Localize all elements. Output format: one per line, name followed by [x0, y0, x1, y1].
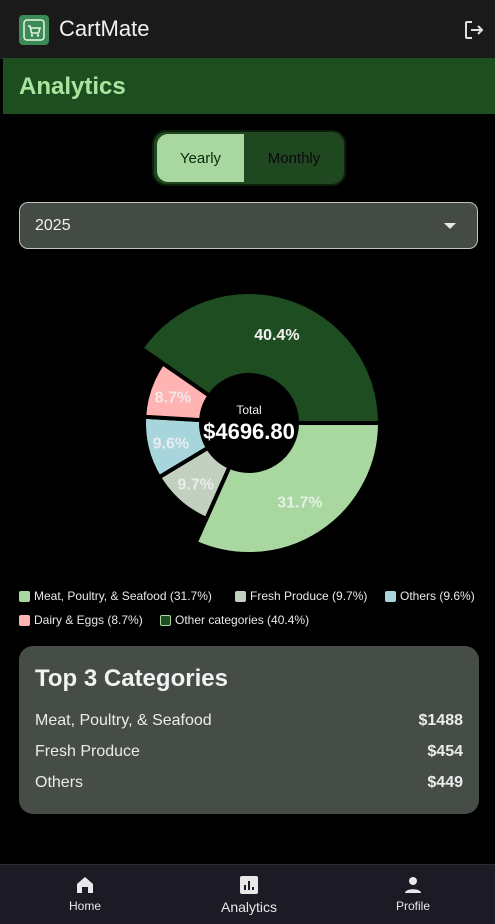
category-row: Others $449 — [35, 774, 463, 798]
legend-swatch — [385, 590, 396, 602]
logout-icon[interactable] — [462, 18, 488, 44]
legend-swatch — [19, 590, 30, 602]
legend-swatch — [235, 590, 246, 602]
legend-label: Others (9.6%) — [400, 589, 475, 603]
legend-item-dairy[interactable]: Dairy & Eggs (8.7%) — [19, 613, 143, 627]
top-categories-title: Top 3 Categories — [35, 665, 228, 692]
nav-analytics-label: Analytics — [220, 899, 278, 915]
app-bar: CartMate — [0, 0, 495, 59]
page-title: Analytics — [19, 73, 126, 100]
category-row: Fresh Produce $454 — [35, 743, 463, 767]
legend-label: Other categories (40.4%) — [175, 613, 310, 627]
legend-row: Dairy & Eggs (8.7%) Other categories (40… — [19, 613, 489, 637]
nav-home[interactable]: Home — [52, 865, 118, 924]
home-icon — [77, 877, 93, 893]
period-toggle: Yearly Monthly — [152, 130, 346, 186]
person-icon — [405, 877, 421, 893]
nav-profile-label: Profile — [395, 899, 430, 913]
legend-item-other-categories[interactable]: Other categories (40.4%) — [160, 613, 309, 627]
legend-swatch — [160, 614, 171, 626]
nav-profile[interactable]: Profile — [380, 865, 446, 924]
slice-label: 40.4% — [254, 327, 299, 344]
app-title: CartMate — [59, 16, 150, 41]
slice-label: 9.6% — [153, 435, 189, 452]
category-amount: $449 — [427, 774, 463, 791]
chart-legend: Meat, Poultry, & Seafood (31.7%) Fresh P… — [19, 589, 489, 637]
legend-item-others[interactable]: Others (9.6%) — [385, 589, 475, 603]
legend-label: Fresh Produce (9.7%) — [250, 589, 368, 603]
year-select[interactable]: 2025 — [19, 202, 478, 249]
legend-swatch — [19, 614, 30, 626]
chevron-down-icon — [444, 223, 456, 229]
section-header: Analytics — [3, 58, 495, 114]
category-donut-chart: Total $4696.80 31.7% 9.7% 9.6% 8.7% 40.4% — [138, 290, 383, 556]
legend-label: Meat, Poultry, & Seafood (31.7%) — [34, 589, 212, 603]
category-name: Others — [35, 774, 84, 791]
legend-label: Dairy & Eggs (8.7%) — [34, 613, 143, 627]
cart-logo-icon — [19, 15, 49, 45]
analytics-icon — [240, 876, 258, 894]
year-select-value: 2025 — [35, 217, 71, 234]
slice-label: 8.7% — [155, 390, 191, 407]
chart-center-value: $4696.80 — [203, 419, 295, 444]
category-amount: $1488 — [418, 712, 464, 729]
top-categories-card: Top 3 Categories Meat, Poultry, & Seafoo… — [19, 646, 479, 814]
category-name: Meat, Poultry, & Seafood — [35, 712, 212, 729]
nav-analytics[interactable]: Analytics — [209, 865, 289, 924]
category-amount: $454 — [427, 743, 463, 760]
toggle-monthly[interactable]: Monthly — [267, 149, 321, 167]
donut-hole — [201, 375, 297, 471]
legend-row: Meat, Poultry, & Seafood (31.7%) Fresh P… — [19, 589, 489, 613]
bottom-nav: Home Analytics Profile — [0, 864, 495, 924]
legend-item-produce[interactable]: Fresh Produce (9.7%) — [235, 589, 367, 603]
legend-item-meat[interactable]: Meat, Poultry, & Seafood (31.7%) — [19, 589, 212, 603]
category-name: Fresh Produce — [35, 743, 140, 760]
slice-label: 9.7% — [177, 476, 213, 493]
nav-home-label: Home — [68, 899, 101, 913]
category-row: Meat, Poultry, & Seafood $1488 — [35, 712, 463, 736]
chart-center-label: Total — [236, 403, 261, 417]
toggle-yearly[interactable]: Yearly — [157, 134, 244, 182]
slice-label: 31.7% — [277, 494, 322, 511]
